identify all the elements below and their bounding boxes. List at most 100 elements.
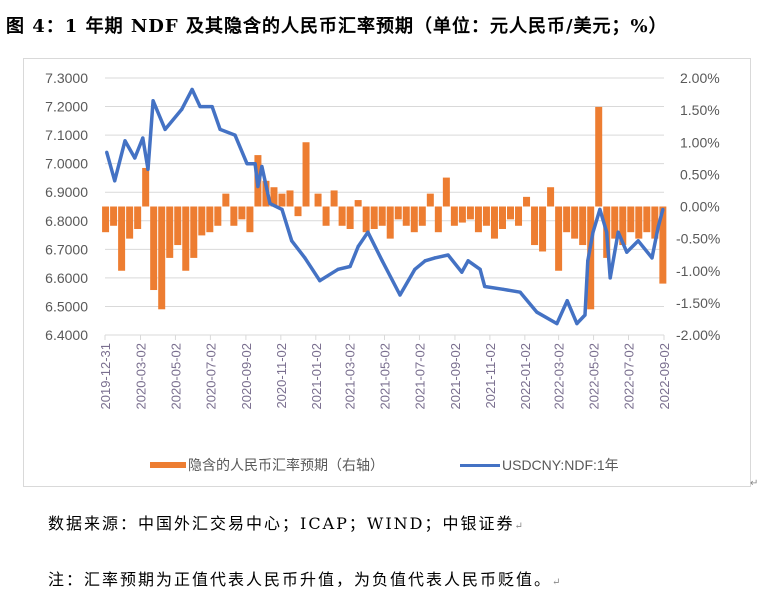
ndf-point bbox=[163, 127, 167, 131]
y-right-tick-label: -1.00% bbox=[676, 263, 720, 279]
expectation-bar bbox=[651, 206, 659, 239]
expectation-bar bbox=[246, 206, 254, 233]
y-right-tick-label: 1.00% bbox=[680, 134, 720, 150]
y-left-tick-label: 6.6000 bbox=[45, 270, 88, 286]
expectation-bar bbox=[262, 180, 270, 207]
x-tick-label: 2020-09-02 bbox=[239, 343, 254, 410]
legend-label-expectation: 隐含的人民币汇率预期（右轴） bbox=[188, 457, 384, 473]
ndf-point bbox=[141, 136, 145, 140]
expectation-bar bbox=[659, 206, 667, 284]
ndf-point bbox=[380, 259, 384, 263]
ndf-point bbox=[586, 259, 590, 263]
y-left-tick-label: 6.5000 bbox=[45, 298, 88, 314]
expectation-bar bbox=[286, 190, 294, 207]
x-tick-label: 2020-03-02 bbox=[134, 343, 149, 410]
x-tick-label: 2021-07-02 bbox=[412, 343, 427, 410]
expectation-bar bbox=[619, 206, 627, 246]
expectation-bar bbox=[230, 206, 238, 226]
expectation-bar bbox=[579, 206, 587, 246]
y-right-tick-label: -1.50% bbox=[676, 295, 720, 311]
y-right-tick-label: 2.00% bbox=[680, 70, 720, 86]
ndf-point bbox=[123, 139, 127, 143]
ndf-point bbox=[555, 321, 559, 326]
ndf-point bbox=[661, 207, 665, 211]
chart-frame bbox=[23, 58, 751, 487]
expectation-bar bbox=[523, 196, 531, 207]
x-tick-label: 2021-09-02 bbox=[448, 343, 463, 410]
expectation-bar bbox=[458, 206, 466, 223]
expectation-bar bbox=[314, 193, 322, 207]
expectation-bar bbox=[531, 206, 539, 246]
ndf-point bbox=[518, 290, 522, 294]
expectation-bar bbox=[110, 206, 118, 226]
expectation-bar bbox=[466, 206, 474, 220]
ndf-point bbox=[460, 270, 464, 274]
ndf-point bbox=[146, 167, 150, 171]
expectation-bar bbox=[118, 206, 126, 271]
x-tick-label: 2022-03-02 bbox=[552, 343, 567, 410]
ndf-point bbox=[433, 256, 437, 260]
legend-swatch-bar bbox=[150, 462, 186, 468]
ndf-point bbox=[348, 264, 352, 269]
expectation-bar bbox=[190, 206, 198, 258]
note-text: 注：汇率预期为正值代表人民币升值，为负值代表人民币贬值。 bbox=[48, 570, 553, 589]
x-tick-label: 2021-03-02 bbox=[343, 343, 358, 410]
expectation-bar bbox=[482, 206, 490, 226]
ndf-point bbox=[105, 150, 109, 154]
ndf-point bbox=[656, 224, 660, 229]
y-right-tick-label: -0.50% bbox=[676, 231, 720, 247]
x-tick-label: 2022-01-02 bbox=[518, 343, 533, 410]
expectation-bar bbox=[426, 193, 434, 207]
expectation-bar bbox=[214, 206, 222, 226]
ndf-point bbox=[423, 259, 427, 263]
legend-label-ndf: USDCNY:NDF:1年 bbox=[502, 457, 619, 473]
expectation-bar bbox=[126, 206, 134, 239]
expectation-bar bbox=[635, 206, 643, 239]
ndf-point bbox=[190, 87, 194, 92]
expectation-bar bbox=[611, 206, 619, 239]
expectation-bar bbox=[294, 206, 302, 217]
expectation-bar bbox=[515, 206, 523, 226]
ndf-point bbox=[133, 156, 137, 160]
y-left-tick-label: 6.9000 bbox=[45, 184, 88, 200]
expectation-bar bbox=[402, 206, 410, 226]
ndf-point bbox=[356, 244, 360, 249]
y-right-tick-label: 0.50% bbox=[680, 166, 720, 182]
y-left-tick-label: 7.2000 bbox=[45, 99, 88, 115]
expectation-bar bbox=[595, 106, 603, 207]
ndf-point bbox=[446, 253, 450, 257]
expectation-bar bbox=[370, 206, 378, 229]
ndf-point bbox=[336, 267, 340, 271]
ndf-point bbox=[616, 230, 620, 234]
expectation-bar bbox=[507, 206, 515, 220]
expectation-bar bbox=[102, 206, 110, 233]
ndf-point bbox=[565, 299, 569, 303]
source-text: 数据来源：中国外汇交易中心；ICAP；WIND；中银证券 bbox=[48, 514, 515, 533]
expectation-bar bbox=[322, 206, 330, 226]
expectation-bar bbox=[134, 206, 142, 229]
x-tick-label: 2019-12-31 bbox=[98, 343, 113, 410]
expectation-bar bbox=[302, 142, 310, 207]
x-tick-label: 2021-01-02 bbox=[309, 343, 324, 410]
expectation-bar bbox=[354, 200, 362, 207]
x-tick-label: 2021-05-02 bbox=[378, 343, 393, 410]
y-left-tick-label: 6.8000 bbox=[45, 213, 88, 229]
expectation-bar bbox=[450, 206, 458, 226]
x-tick-label: 2021-11-02 bbox=[483, 343, 498, 409]
legend-swatch-line bbox=[460, 463, 500, 467]
ndf-point bbox=[608, 276, 612, 280]
expectation-bar bbox=[206, 206, 214, 233]
expectation-bar bbox=[498, 206, 506, 229]
expectation-bar bbox=[330, 190, 338, 207]
ndf-point bbox=[218, 127, 222, 131]
expectation-bar bbox=[555, 206, 563, 271]
expectation-bar bbox=[150, 206, 158, 291]
expectation-bar bbox=[158, 206, 166, 310]
ndf-point bbox=[636, 239, 640, 243]
expectation-bar bbox=[474, 206, 482, 233]
expectation-bar bbox=[434, 206, 442, 233]
ndf-point bbox=[233, 133, 237, 137]
x-tick-label: 2022-09-02 bbox=[657, 343, 672, 410]
ndf-point bbox=[113, 179, 117, 183]
expectation-bar bbox=[182, 206, 190, 271]
